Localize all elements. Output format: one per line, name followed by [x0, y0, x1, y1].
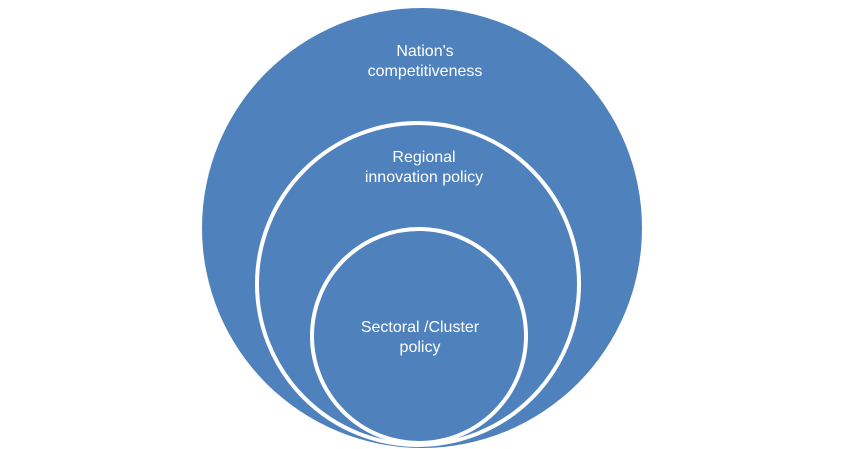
outer-label-line2: competitiveness	[368, 63, 483, 80]
inner-label-line1: Sectoral /Cluster	[361, 319, 480, 336]
outer-label-line1: Nation's	[396, 43, 453, 60]
middle-label-line2: innovation policy	[365, 169, 483, 186]
inner-circle-sectoral-cluster-policy	[310, 227, 528, 445]
outer-circle-label: Nation's competitiveness	[368, 43, 483, 80]
inner-circle-label: Sectoral /Cluster policy	[361, 319, 480, 356]
middle-label-line1: Regional	[392, 149, 455, 166]
middle-circle-label: Regional innovation policy	[365, 149, 483, 186]
inner-label-line2: policy	[400, 339, 441, 356]
